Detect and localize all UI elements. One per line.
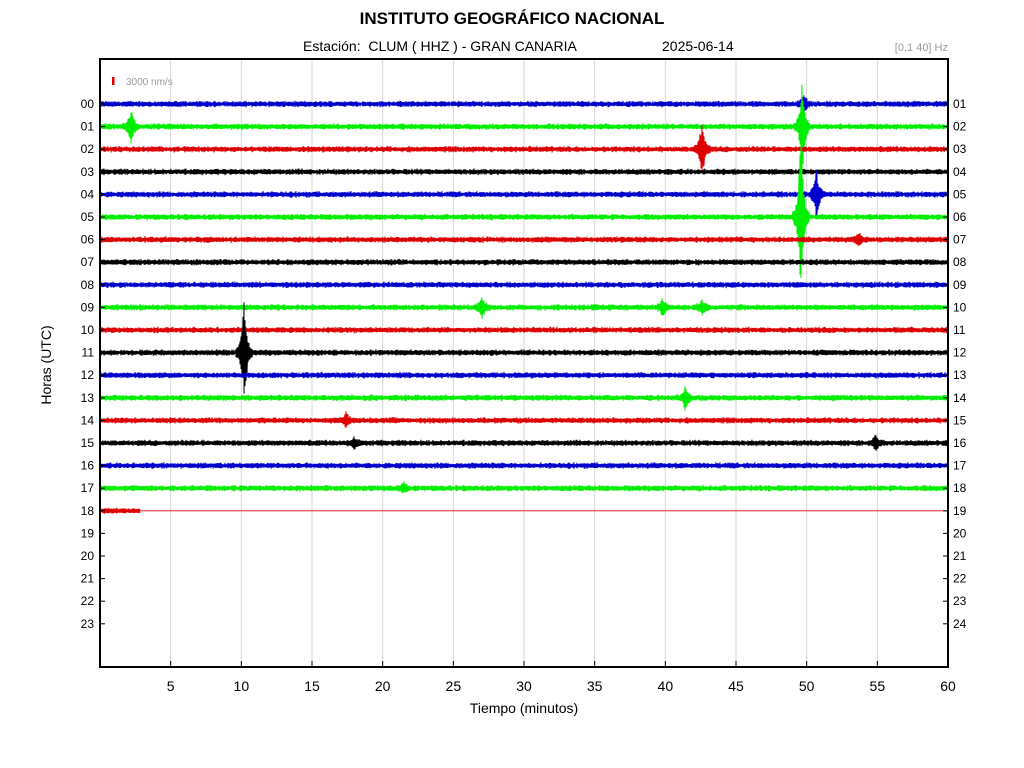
hour-label-left: 08 xyxy=(81,278,95,292)
hour-label-left: 02 xyxy=(81,142,95,156)
seismic-trace-hour-12 xyxy=(99,371,949,379)
scale-label: 3000 nm/s xyxy=(126,77,173,88)
seismic-trace-hour-08 xyxy=(99,281,949,289)
hour-label-left: 18 xyxy=(81,504,95,518)
hour-label-right: 22 xyxy=(953,572,967,586)
hour-label-left: 06 xyxy=(81,233,95,247)
chart-title: INSTITUTO GEOGRÁFICO NACIONAL xyxy=(359,9,665,28)
hour-label-left: 16 xyxy=(81,459,95,473)
x-tick-label: 35 xyxy=(587,678,603,694)
seismic-trace-hour-01 xyxy=(99,84,949,165)
date-label: 2025-06-14 xyxy=(662,38,734,54)
hour-label-left: 03 xyxy=(81,165,95,179)
hour-label-right: 13 xyxy=(953,368,967,382)
station-label: Estación: CLUM ( HHZ ) - GRAN CANARIA xyxy=(303,38,577,54)
hour-label-left: 13 xyxy=(81,391,95,405)
seismic-trace-hour-13 xyxy=(99,385,949,411)
hour-label-left: 23 xyxy=(81,617,95,631)
hour-label-left: 12 xyxy=(81,368,95,382)
seismic-trace-hour-14 xyxy=(99,411,949,428)
x-tick-label: 25 xyxy=(446,678,462,694)
hour-label-left: 19 xyxy=(81,526,95,540)
x-tick-label: 55 xyxy=(870,678,886,694)
hour-label-right: 08 xyxy=(953,255,967,269)
hour-label-right: 14 xyxy=(953,391,967,405)
hour-label-right: 11 xyxy=(953,323,966,337)
hour-label-right: 19 xyxy=(953,504,967,518)
hour-label-right: 23 xyxy=(953,594,967,608)
hour-label-left: 22 xyxy=(81,594,95,608)
x-tick-label: 40 xyxy=(658,678,674,694)
seismic-trace-hour-11 xyxy=(99,302,949,394)
hour-label-left: 15 xyxy=(81,436,95,450)
hour-label-left: 04 xyxy=(81,187,95,201)
hour-label-right: 18 xyxy=(953,481,967,495)
x-tick-label: 10 xyxy=(234,678,250,694)
x-axis-label: Tiempo (minutos) xyxy=(469,700,579,716)
hour-label-right: 01 xyxy=(953,97,967,111)
x-tick-label: 60 xyxy=(940,678,956,694)
seismic-trace-hour-17 xyxy=(99,481,949,494)
x-tick-label: 20 xyxy=(375,678,391,694)
hour-label-right: 07 xyxy=(953,233,967,247)
seismic-trace-hour-06 xyxy=(99,233,949,246)
seismic-trace-hour-02 xyxy=(99,124,949,173)
seismic-trace-hour-07 xyxy=(99,258,949,266)
hour-label-right: 20 xyxy=(953,526,967,540)
hour-label-right: 17 xyxy=(953,459,967,473)
hour-label-right: 05 xyxy=(953,187,967,201)
hour-label-left: 01 xyxy=(81,120,95,134)
hour-label-left: 21 xyxy=(81,572,95,586)
x-tick-label: 30 xyxy=(516,678,532,694)
seismic-trace-hour-00 xyxy=(99,95,949,115)
hour-label-left: 14 xyxy=(81,413,95,427)
scale-bar xyxy=(112,77,115,85)
seismic-trace-hour-15 xyxy=(99,434,949,451)
x-tick-label: 5 xyxy=(167,678,175,694)
hour-label-right: 09 xyxy=(953,278,967,292)
hour-label-right: 12 xyxy=(953,346,967,360)
hour-label-right: 06 xyxy=(953,210,967,224)
x-tick-label: 45 xyxy=(728,678,744,694)
seismic-trace-hour-05 xyxy=(99,139,949,279)
hour-label-left: 11 xyxy=(82,346,95,360)
hour-label-left: 00 xyxy=(81,97,95,111)
seismic-trace-hour-10 xyxy=(99,326,949,334)
hour-label-left: 05 xyxy=(81,210,95,224)
hour-label-right: 21 xyxy=(953,549,967,563)
hour-label-left: 10 xyxy=(81,323,95,337)
hour-label-left: 07 xyxy=(81,255,95,269)
seismic-trace-hour-09 xyxy=(99,297,949,319)
seismic-trace-hour-03 xyxy=(99,168,949,176)
seismic-trace-hour-18 xyxy=(99,507,141,514)
filter-band-label: [0.1 40] Hz xyxy=(894,42,948,54)
seismic-trace-hour-16 xyxy=(99,462,949,469)
hour-label-right: 02 xyxy=(953,120,967,134)
hour-label-left: 09 xyxy=(81,300,95,314)
hour-label-right: 15 xyxy=(953,413,967,427)
hour-label-right: 16 xyxy=(953,436,967,450)
hour-label-left: 17 xyxy=(81,481,95,495)
x-tick-label: 15 xyxy=(304,678,320,694)
hour-label-right: 24 xyxy=(953,617,967,631)
hour-label-right: 10 xyxy=(953,300,967,314)
hour-label-right: 03 xyxy=(953,142,967,156)
hour-label-right: 04 xyxy=(953,165,967,179)
y-axis-label: Horas (UTC) xyxy=(38,325,54,405)
x-tick-label: 50 xyxy=(799,678,815,694)
seismic-trace-hour-04 xyxy=(99,169,949,216)
hour-label-left: 20 xyxy=(81,549,95,563)
